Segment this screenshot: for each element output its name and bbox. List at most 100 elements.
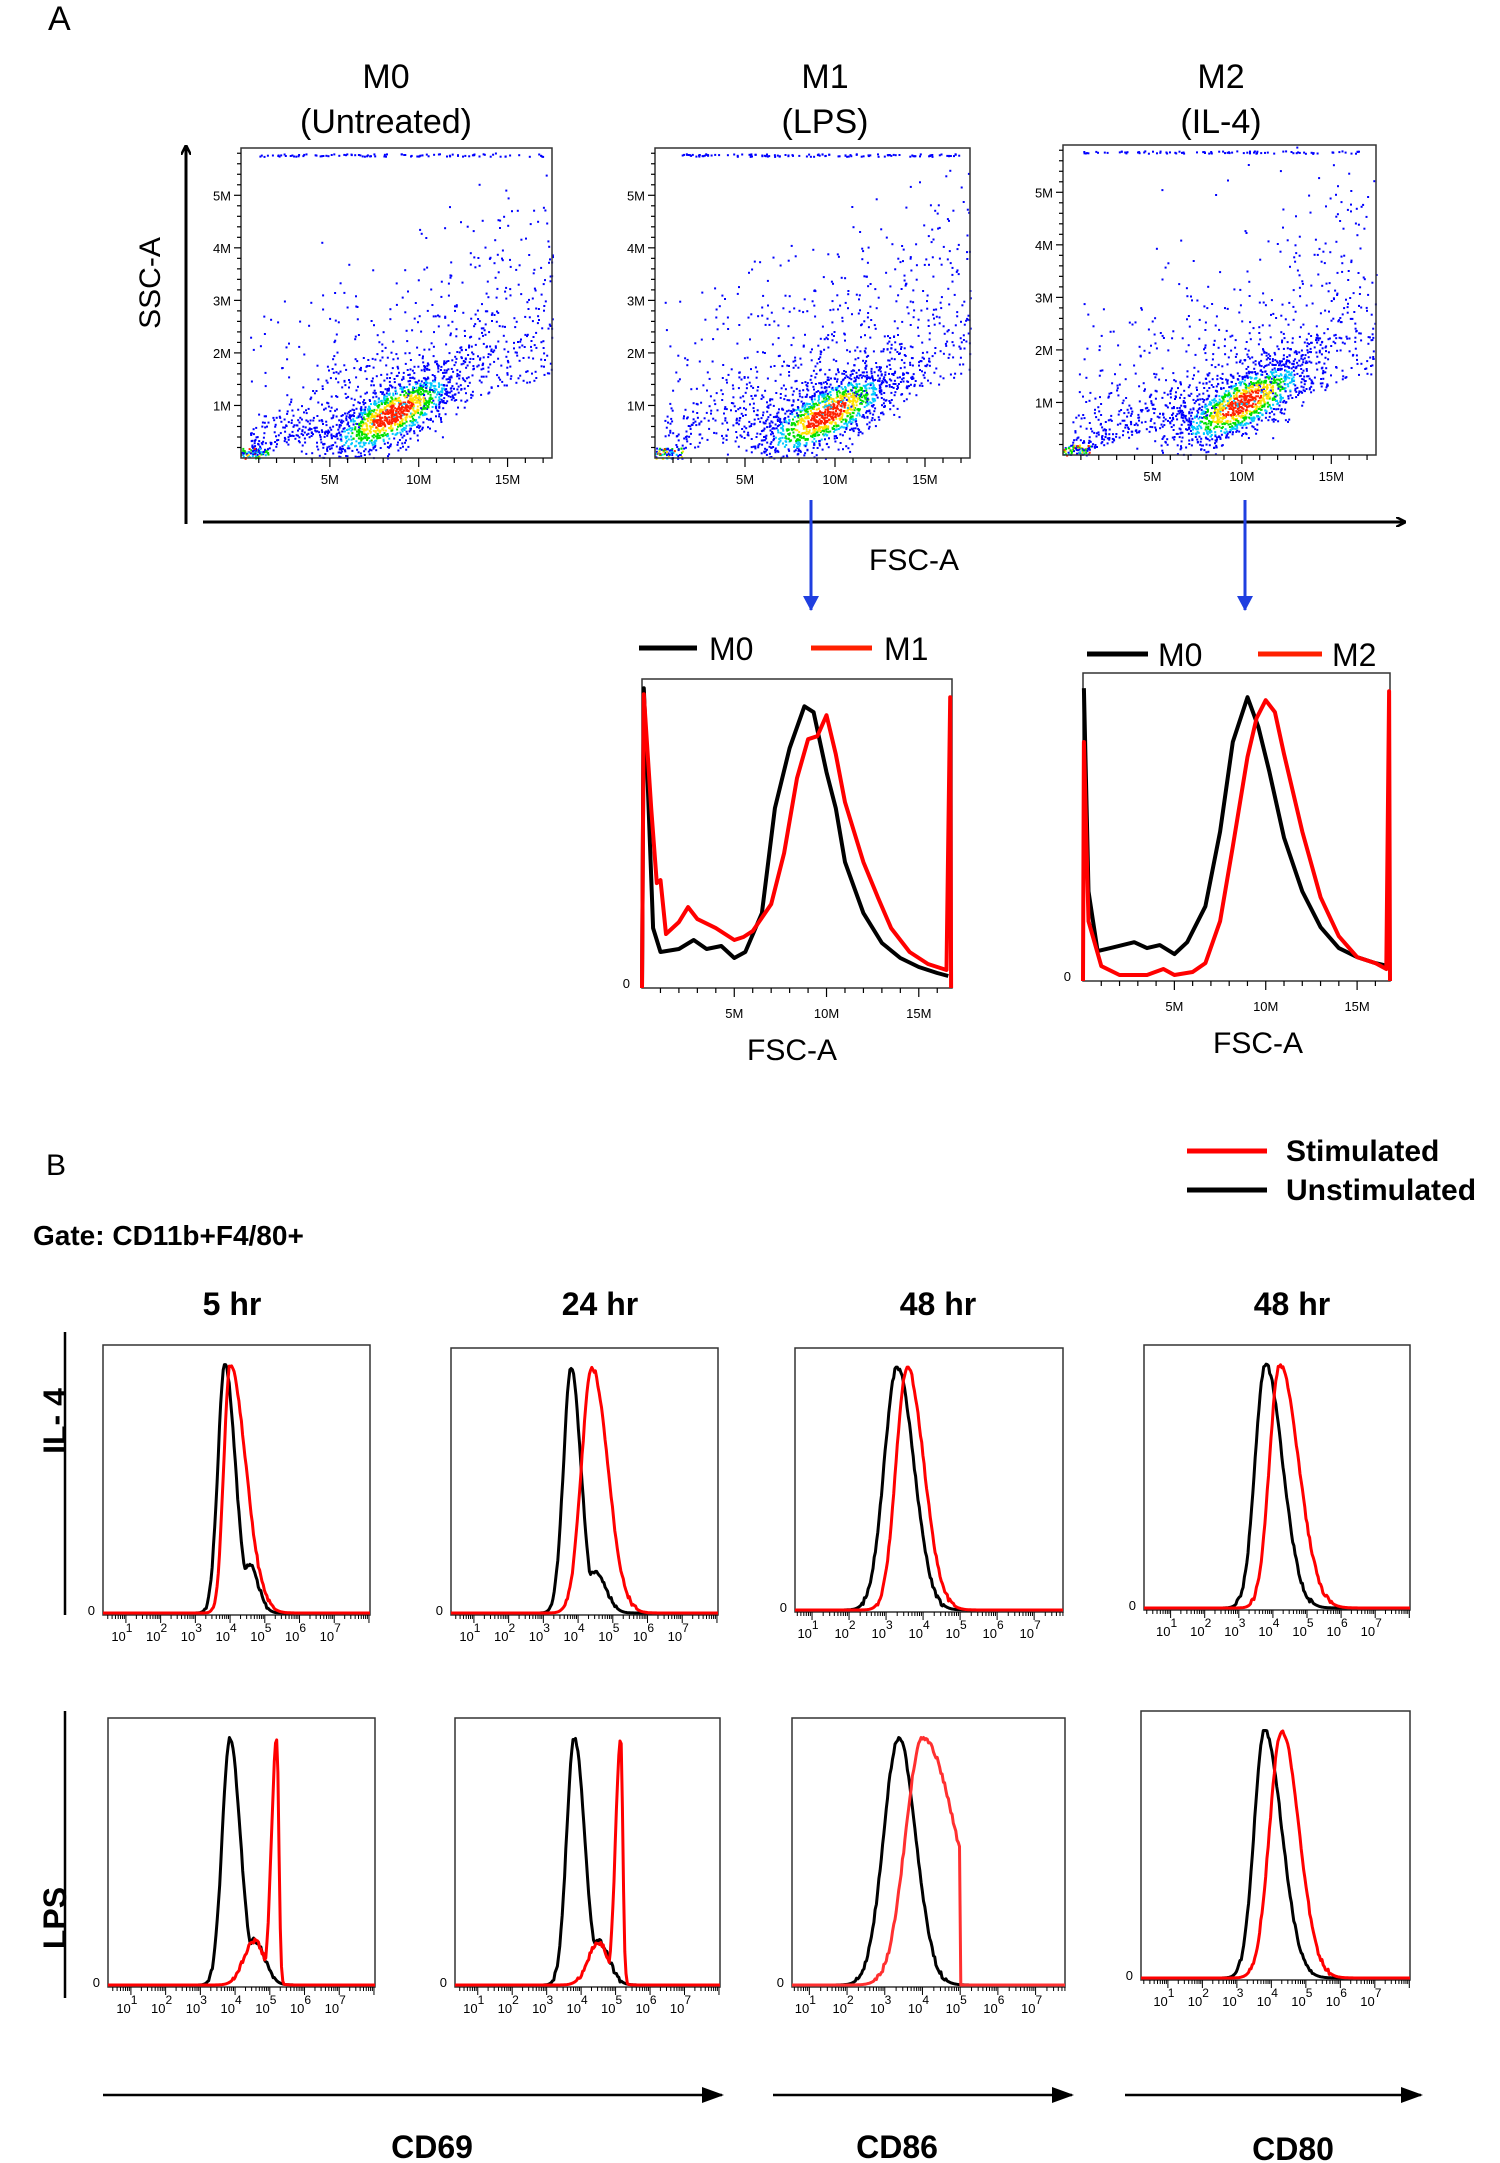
- scatter-point: [415, 383, 418, 386]
- scatter-point: [298, 441, 301, 444]
- scatter-point: [833, 331, 836, 333]
- scatter-point: [893, 320, 896, 323]
- scatter-point: [1360, 362, 1363, 365]
- scatter-point: [394, 421, 397, 423]
- scatter-point: [798, 444, 801, 447]
- scatter-point: [845, 420, 847, 423]
- scatter-point: [305, 452, 308, 455]
- scatter-point: [354, 426, 357, 429]
- scatter-point: [759, 433, 762, 436]
- scatter-point: [434, 385, 437, 387]
- scatter-point: [396, 357, 399, 360]
- scatter-point: [831, 300, 834, 303]
- scatter-point: [937, 204, 940, 207]
- scatter-subtitle-m2: (IL-4): [1180, 103, 1261, 141]
- scatter-point: [873, 324, 876, 327]
- scatter-point: [383, 155, 386, 158]
- scatter-point: [757, 386, 760, 388]
- scatter-point: [528, 316, 531, 319]
- scatter-point: [302, 425, 305, 428]
- scatter-point: [389, 425, 392, 428]
- scatter-point: [800, 433, 803, 436]
- scatter-point: [681, 444, 684, 447]
- y-tick-label: 3M: [213, 293, 231, 308]
- scatter-point: [1241, 395, 1244, 398]
- scatter-point: [855, 387, 858, 390]
- scatter-point: [374, 435, 377, 438]
- scatter-point: [484, 310, 487, 313]
- scatter-point: [883, 392, 886, 394]
- scatter-point: [951, 331, 954, 334]
- scatter-point: [907, 312, 910, 315]
- scatter-point: [321, 385, 324, 388]
- scatter-point: [826, 382, 828, 385]
- scatter-point: [1349, 297, 1352, 299]
- scatter-point: [340, 435, 343, 438]
- scatter-point: [1209, 402, 1212, 405]
- scatter-point: [330, 395, 333, 398]
- scatter-point: [828, 418, 830, 421]
- scatter-point: [348, 379, 350, 381]
- scatter-point: [336, 351, 339, 354]
- scatter-point: [434, 390, 437, 393]
- scatter-point: [1311, 302, 1314, 305]
- scatter-point: [686, 416, 689, 419]
- scatter-point: [864, 351, 867, 354]
- scatter-point: [1088, 446, 1090, 449]
- scatter-point: [833, 425, 835, 428]
- scatter-point: [722, 364, 725, 366]
- scatter-point: [397, 397, 400, 400]
- scatter-point: [798, 392, 801, 395]
- scatter-point: [391, 398, 394, 401]
- scatter-point: [786, 364, 789, 367]
- scatter-point: [791, 423, 794, 426]
- scatter-point: [844, 386, 847, 388]
- scatter-point: [858, 397, 861, 400]
- scatter-point: [1242, 433, 1245, 435]
- scatter-point: [365, 433, 368, 436]
- scatter-point: [1257, 388, 1260, 390]
- scatter-point: [1219, 377, 1222, 380]
- scatter-point: [529, 223, 532, 226]
- scatter-point: [1262, 349, 1265, 352]
- scatter-point: [487, 356, 490, 359]
- scatter-point: [821, 426, 824, 429]
- scatter-point: [777, 450, 780, 453]
- scatter-point: [386, 446, 389, 449]
- scatter-point: [690, 388, 693, 391]
- scatter-point: [405, 396, 408, 399]
- x-tick-label: 10M: [822, 472, 847, 487]
- scatter-point: [839, 394, 842, 397]
- scatter-point: [423, 398, 426, 401]
- scatter-point: [424, 412, 426, 415]
- scatter-point: [762, 351, 764, 354]
- scatter-point: [322, 155, 325, 157]
- scatter-point: [865, 275, 868, 278]
- scatter-point: [417, 394, 420, 397]
- scatter-point: [784, 419, 787, 422]
- scatter-point: [1323, 332, 1326, 335]
- scatter-point: [836, 386, 839, 389]
- scatter-point: [314, 429, 317, 432]
- scatter-point: [770, 311, 773, 314]
- scatter-point: [291, 409, 294, 412]
- scatter-point: [810, 422, 813, 425]
- scatter-point: [349, 427, 352, 430]
- scatter-point: [525, 370, 528, 373]
- scatter-point: [863, 320, 866, 323]
- scatter-point: [422, 385, 425, 388]
- scatter-point: [769, 413, 772, 416]
- scatter-point: [1068, 445, 1071, 448]
- scatter-point: [748, 381, 751, 384]
- scatter-point: [1298, 351, 1301, 354]
- scatter-point: [826, 379, 829, 382]
- scatter-point: [408, 373, 411, 376]
- scatter-point: [751, 397, 754, 400]
- scatter-point: [446, 400, 449, 403]
- scatter-point: [364, 411, 367, 414]
- scatter-point: [829, 411, 832, 414]
- scatter-point: [899, 376, 901, 379]
- scatter-point: [714, 419, 717, 422]
- scatter-point: [1243, 423, 1246, 426]
- scatter-point: [420, 232, 423, 235]
